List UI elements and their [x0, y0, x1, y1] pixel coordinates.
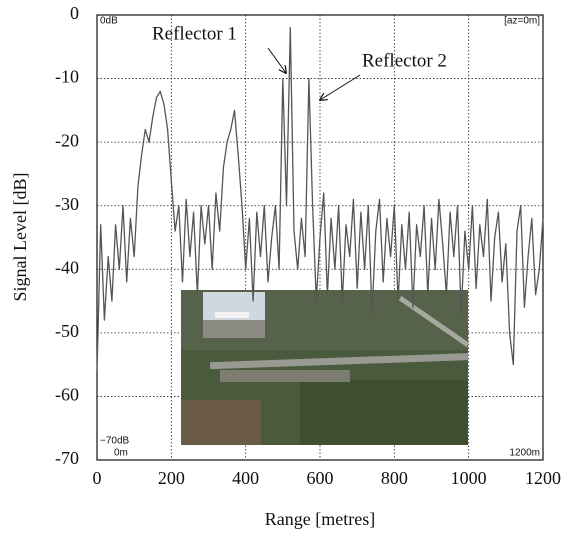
x-axis-title: Range [metres]	[265, 509, 375, 529]
plot-frame	[96, 14, 544, 461]
arrow	[320, 74, 361, 100]
x-tick-label: 1200	[525, 468, 561, 488]
y-tick-label: -30	[55, 194, 79, 214]
y-tick-label: -10	[55, 67, 79, 87]
y-tick-label: -20	[55, 130, 79, 150]
y-tick-label: 0	[70, 3, 79, 23]
x-tick-label: 0	[93, 468, 102, 488]
arrow	[267, 47, 286, 73]
x-tick-label: 1000	[451, 468, 487, 488]
signal-line	[96, 27, 544, 372]
x-tick-label: 200	[158, 468, 185, 488]
corner-label: 0m	[114, 448, 128, 459]
y-tick-label: -60	[55, 385, 79, 405]
y-tick-label: -50	[55, 321, 79, 341]
annotation: Reflector 2	[362, 50, 447, 71]
x-tick-label: 600	[307, 468, 334, 488]
x-tick-label: 800	[381, 468, 408, 488]
inset-image	[181, 290, 470, 445]
corner-label: 1200m	[509, 448, 540, 459]
corner-label: −70dB	[100, 436, 130, 447]
x-tick-label: 400	[232, 468, 259, 488]
y-axis-title: Signal Level [dB]	[10, 173, 30, 302]
y-tick-label: -40	[55, 257, 79, 277]
corner-label: [az=0m]	[504, 16, 540, 27]
corner-label: 0dB	[100, 16, 118, 27]
annotation: Reflector 1	[152, 23, 237, 44]
y-tick-label: -70	[55, 448, 79, 468]
